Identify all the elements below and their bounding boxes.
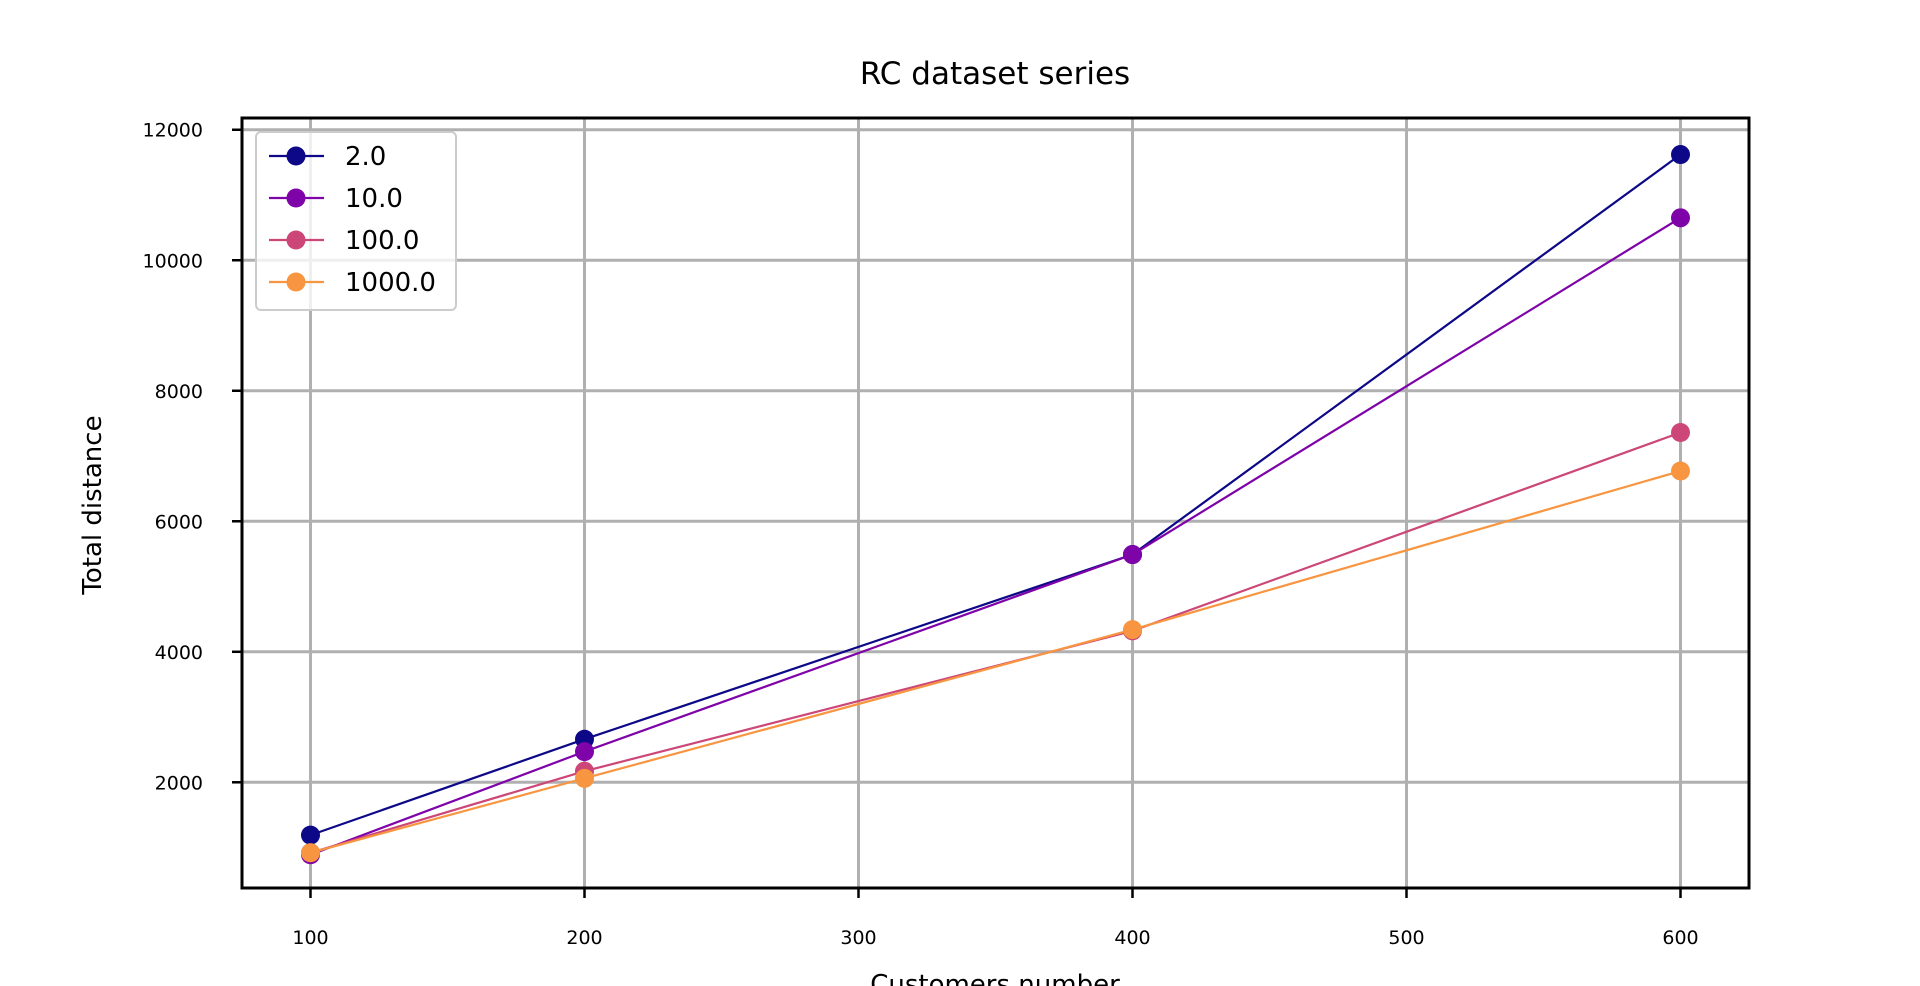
y-tick-label: 2000 bbox=[155, 772, 203, 794]
series-layer bbox=[301, 145, 1690, 865]
series-line bbox=[310, 153, 1682, 837]
legend-swatch-marker bbox=[286, 146, 306, 166]
series-1 bbox=[301, 145, 1690, 845]
legend-label: 100.0 bbox=[345, 226, 419, 256]
x-tick-label: 500 bbox=[1388, 927, 1424, 949]
data-point bbox=[301, 843, 320, 863]
data-point bbox=[1671, 145, 1690, 165]
chart-title: RC dataset series bbox=[860, 56, 1130, 92]
x-tick-label: 300 bbox=[840, 927, 876, 949]
legend-swatch-marker bbox=[286, 230, 306, 250]
series-4 bbox=[301, 461, 1690, 863]
legend-swatch-marker bbox=[286, 272, 306, 292]
x-axis-label: Customers number bbox=[870, 970, 1120, 986]
series-line bbox=[310, 469, 1681, 854]
legend-label: 1000.0 bbox=[345, 268, 436, 298]
plot-frame bbox=[240, 116, 1751, 890]
y-tick-label: 12000 bbox=[143, 120, 203, 142]
x-tick-label: 400 bbox=[1114, 927, 1150, 949]
x-tick-label: 100 bbox=[292, 927, 328, 949]
data-point bbox=[1123, 545, 1142, 565]
series-3 bbox=[301, 423, 1690, 863]
y-tick-label: 8000 bbox=[155, 381, 203, 403]
data-point bbox=[575, 768, 594, 788]
series-line bbox=[310, 216, 1682, 856]
data-point bbox=[301, 825, 320, 845]
legend-box bbox=[255, 131, 457, 311]
data-point bbox=[1671, 423, 1690, 443]
legend-label: 2.0 bbox=[345, 142, 386, 172]
grid-lines bbox=[242, 118, 1749, 888]
data-point bbox=[575, 742, 594, 762]
data-point bbox=[1671, 208, 1690, 228]
series-line bbox=[310, 431, 1681, 854]
axis-ticks: 100 200 300 400 500 600 2000 4000 6000 8000 10000 1… bbox=[143, 120, 1699, 949]
legend-swatch-marker bbox=[286, 188, 306, 208]
y-tick-label: 6000 bbox=[155, 511, 203, 533]
legend-label: 10.0 bbox=[345, 184, 403, 214]
y-axis-label: Total distance bbox=[78, 415, 108, 595]
data-point bbox=[1671, 461, 1690, 481]
y-tick-label: 10000 bbox=[143, 250, 203, 272]
x-tick-label: 600 bbox=[1662, 927, 1698, 949]
legend: 2.0 10.0 100.0 1000.0 bbox=[255, 131, 457, 311]
y-tick-label: 4000 bbox=[155, 642, 203, 664]
x-tick-label: 200 bbox=[566, 927, 602, 949]
data-point bbox=[1123, 620, 1142, 640]
